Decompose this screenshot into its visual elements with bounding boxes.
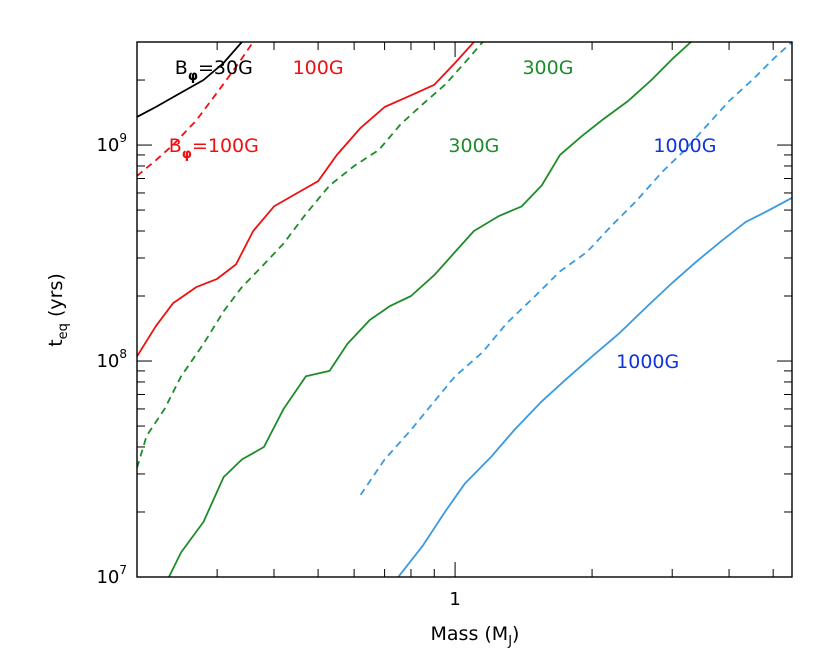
- y-tick-label-exponent: 9: [119, 131, 127, 145]
- annotation-value: =100G: [192, 135, 259, 157]
- ticks-layer: [136, 41, 792, 578]
- series-line-5: [168, 42, 692, 577]
- x-tick-label: 1: [449, 589, 460, 610]
- y-tick-label-exponent: 7: [119, 563, 127, 577]
- series-line-4: [137, 42, 484, 469]
- y-axis-label-sub: eq: [56, 323, 71, 339]
- y-axis-label-end: (yrs): [45, 273, 67, 323]
- series-line-1: [137, 42, 243, 118]
- curve-annotation: 1000G: [653, 135, 716, 157]
- series-layer: [137, 42, 792, 577]
- y-axis-label: teq (yrs): [45, 273, 71, 347]
- series-line-3: [137, 42, 475, 357]
- annotation-subscript: φ: [188, 69, 198, 84]
- y-tick-label: 108: [96, 347, 127, 372]
- y-tick-label: 109: [96, 131, 127, 156]
- y-axis-label-main: t: [45, 339, 67, 346]
- curve-annotation: 1000G: [616, 351, 679, 373]
- y-tick-label-base: 10: [96, 567, 119, 588]
- plot-frame: [136, 41, 793, 578]
- curve-annotation: 300G: [522, 57, 573, 79]
- curve-annotation: Bφ=30G: [175, 57, 253, 84]
- annotation-symbol: B: [175, 57, 188, 79]
- y-tick-label-exponent: 8: [119, 347, 127, 361]
- annotation-value: =30G: [198, 57, 253, 79]
- x-axis-label-main: Mass (M: [431, 623, 509, 645]
- y-tick-label-base: 10: [96, 135, 119, 156]
- x-axis-label-end: ): [512, 623, 519, 645]
- series-line-2: [137, 42, 254, 177]
- series-line-6: [359, 42, 792, 496]
- y-tick-label: 107: [96, 563, 127, 588]
- annotation-subscript: φ: [182, 147, 192, 162]
- curve-annotation: Bφ=100G: [169, 135, 259, 162]
- x-axis-label: Mass (MJ): [431, 623, 520, 649]
- y-tick-label-base: 10: [96, 351, 119, 372]
- annotation-symbol: B: [169, 135, 182, 157]
- curve-annotation: 100G: [293, 57, 344, 79]
- curve-annotation: 300G: [448, 135, 499, 157]
- x-axis-label-sub: J: [507, 634, 512, 649]
- series-line-7: [397, 197, 792, 577]
